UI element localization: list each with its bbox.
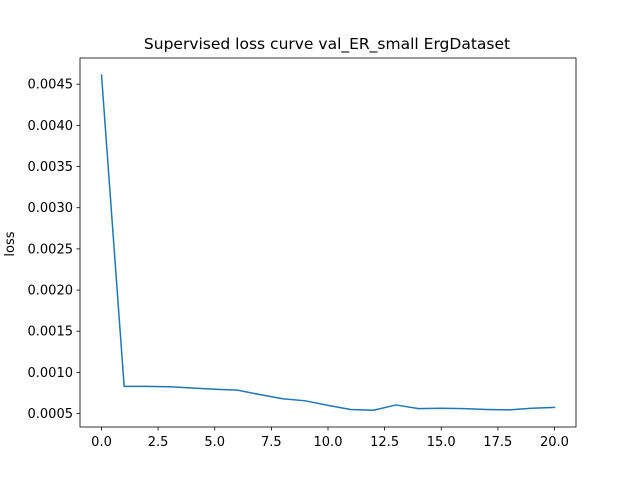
plot-frame [79,57,577,428]
chart-title: Supervised loss curve val_ER_small ErgDa… [144,35,510,54]
y-tick-label: 0.0005 [28,407,74,422]
y-tick-label: 0.0030 [28,201,74,216]
x-tick-label: 10.0 [314,435,343,450]
y-tick-label: 0.0040 [28,119,74,134]
y-tick-label: 0.0035 [28,160,74,175]
x-tick-label: 0.0 [91,435,112,450]
y-tick-label: 0.0015 [28,325,74,340]
y-tick-label: 0.0010 [28,366,74,381]
y-tick-label: 0.0045 [28,78,74,93]
x-tick-label: 12.5 [370,435,399,450]
x-tick-label: 17.5 [483,435,512,450]
y-axis-label: loss [3,231,18,256]
x-tick-label: 2.5 [148,435,169,450]
x-tick-label: 20.0 [540,435,569,450]
x-tick-label: 5.0 [204,435,225,450]
series-line-0 [100,74,556,412]
y-tick-label: 0.0020 [28,284,74,299]
y-tick-label: 0.0025 [28,242,74,257]
x-tick-label: 15.0 [427,435,456,450]
x-tick-label: 7.5 [261,435,282,450]
